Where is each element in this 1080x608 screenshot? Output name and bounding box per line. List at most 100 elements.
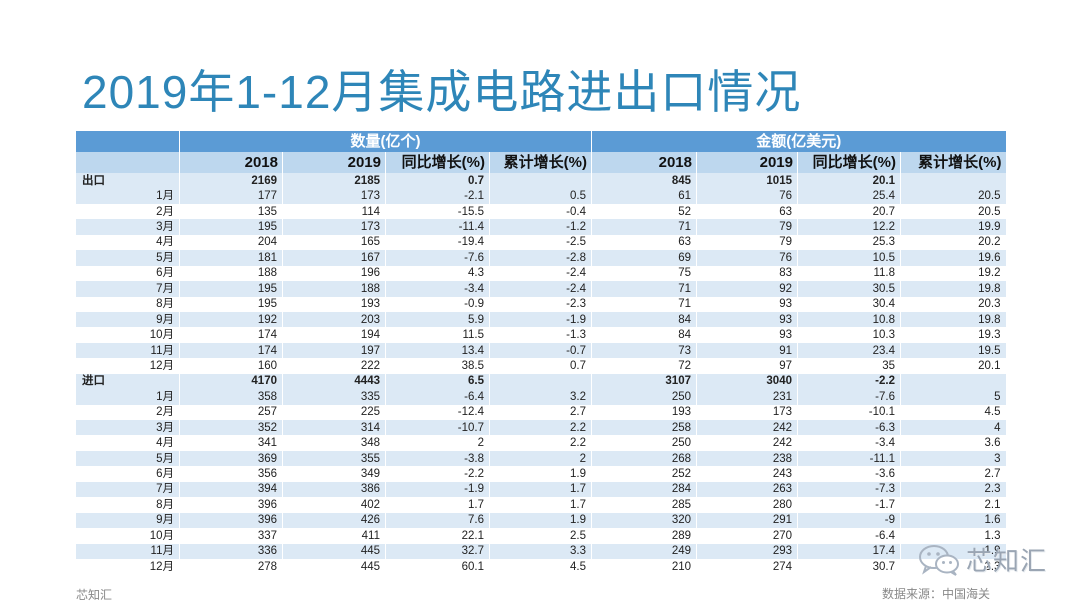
- table-cell: 396: [179, 512, 283, 529]
- table-cell: 348: [282, 435, 386, 451]
- table-cell: 71: [591, 281, 697, 297]
- table-cell: 25.3: [797, 234, 901, 251]
- table-cell: 19.2: [900, 265, 1006, 282]
- table-cell: 76: [696, 188, 798, 204]
- table-cell: 93: [696, 296, 798, 312]
- table-cell: -0.9: [385, 296, 490, 312]
- table-cell: 402: [282, 497, 386, 513]
- table-cell: 173: [282, 219, 386, 235]
- table-cell: -11.4: [385, 219, 490, 235]
- table-cell: 84: [591, 327, 697, 343]
- table-cell: 394: [179, 481, 283, 498]
- column-header: 2019: [282, 152, 386, 173]
- table-cell: 11.8: [797, 265, 901, 282]
- table-cell: 320: [591, 512, 697, 529]
- column-header-row: 2018 2019 同比增长(%) 累计增长(%) 2018 2019 同比增长…: [75, 152, 1006, 173]
- table-cell: 17.4: [797, 543, 901, 559]
- table-cell: 76: [696, 250, 798, 266]
- table-cell: 243: [696, 466, 798, 482]
- table-cell: -6.4: [385, 389, 490, 405]
- table-cell: 135: [179, 203, 283, 220]
- table-cell: 60.1: [385, 558, 490, 575]
- table-cell: -7.6: [385, 250, 490, 266]
- month-label: 2月: [75, 404, 180, 420]
- table-cell: 165: [282, 234, 386, 251]
- table-cell: 335: [282, 389, 386, 405]
- table-cell: 174: [179, 342, 283, 359]
- table-cell: 188: [282, 281, 386, 297]
- table-cell: 19.3: [900, 327, 1006, 343]
- table-cell: 4.5: [489, 558, 592, 575]
- table-cell: 93: [696, 311, 798, 328]
- table-cell: 35: [797, 358, 901, 374]
- table-cell: 274: [696, 558, 798, 575]
- table-cell: 280: [696, 497, 798, 513]
- table-cell: 25.4: [797, 188, 901, 204]
- table-cell: 1.9: [489, 466, 592, 482]
- table-cell: 341: [179, 435, 283, 451]
- table-cell: 7.6: [385, 512, 490, 529]
- table-cell: -7.3: [797, 481, 901, 498]
- page-title: 2019年1-12月集成电路进出口情况: [82, 66, 802, 118]
- table-cell: 196: [282, 265, 386, 282]
- table-cell: 173: [282, 188, 386, 204]
- month-label: 11月: [75, 543, 180, 559]
- table-cell: 79: [696, 219, 798, 235]
- table-cell: 38.5: [385, 358, 490, 374]
- table-cell: 2.7: [489, 404, 592, 420]
- table-cell: 3.2: [489, 389, 592, 405]
- table-cell: 2.3: [900, 481, 1006, 498]
- table-cell: 10.8: [797, 311, 901, 328]
- table-cell: 194: [282, 327, 386, 343]
- table-cell: 349: [282, 466, 386, 482]
- table-cell: 293: [696, 543, 798, 559]
- table-cell: 63: [591, 234, 697, 251]
- table-cell: 52: [591, 203, 697, 220]
- table-cell: 1.3: [900, 528, 1006, 544]
- table-row: 9月 396 426 7.6 1.9 320 291 -9 1.6: [75, 512, 1006, 529]
- table-cell: -3.4: [797, 435, 901, 451]
- table-cell: -2.4: [489, 281, 592, 297]
- table-cell: 32.7: [385, 543, 490, 559]
- table-cell: -1.9: [385, 481, 490, 498]
- table-cell: -0.4: [489, 203, 592, 220]
- month-label: 9月: [75, 512, 180, 529]
- table-row: 8月 195 193 -0.9 -2.3 71 93 30.4 20.3: [75, 296, 1006, 312]
- table-cell: 20.7: [797, 203, 901, 220]
- table-cell: 249: [591, 543, 697, 559]
- month-label: 4月: [75, 234, 180, 251]
- table-cell: 193: [282, 296, 386, 312]
- month-label: 10月: [75, 327, 180, 343]
- table-cell: 177: [179, 188, 283, 204]
- table-cell: 445: [282, 543, 386, 559]
- table-cell: 22.1: [385, 528, 490, 544]
- group-header-amount: 金额(亿美元): [591, 131, 1006, 152]
- month-label: 7月: [75, 481, 180, 498]
- table-cell: 19.6: [900, 250, 1006, 266]
- table-row: 2月 257 225 -12.4 2.7 193 173 -10.1 4.5: [75, 404, 1006, 420]
- table-cell: 2169: [179, 173, 283, 189]
- column-header: 2018: [591, 152, 697, 173]
- table-cell: 5: [900, 389, 1006, 405]
- table-row: 6月 188 196 4.3 -2.4 75 83 11.8 19.2: [75, 265, 1006, 282]
- table-cell: 1.7: [385, 497, 490, 513]
- column-header: 2018: [179, 152, 283, 173]
- table-cell: 358: [179, 389, 283, 405]
- table-row: 4月 341 348 2 2.2 250 242 -3.4 3.6: [75, 435, 1006, 451]
- table-cell: 1.9: [489, 512, 592, 529]
- table-cell: 263: [696, 481, 798, 498]
- table-cell: 2: [489, 450, 592, 467]
- table-cell: 195: [179, 296, 283, 312]
- table-cell: -7.6: [797, 389, 901, 405]
- table-cell: 5.9: [385, 311, 490, 328]
- table-cell: 192: [179, 311, 283, 328]
- corner-cell: [75, 152, 180, 173]
- table-cell: 285: [591, 497, 697, 513]
- data-source: 数据来源：中国海关: [882, 587, 991, 601]
- month-label: 12月: [75, 558, 180, 575]
- table-cell: 10.5: [797, 250, 901, 266]
- table-cell: 426: [282, 512, 386, 529]
- table-cell: 63: [696, 203, 798, 220]
- table-cell: 1.7: [489, 481, 592, 498]
- month-label: 4月: [75, 435, 180, 451]
